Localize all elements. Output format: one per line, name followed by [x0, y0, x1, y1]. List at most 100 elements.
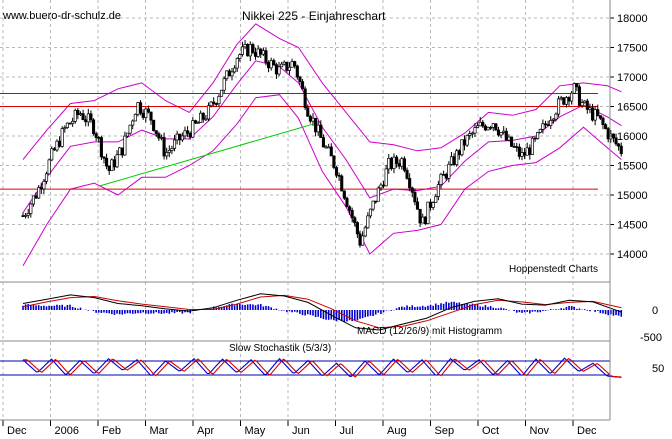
candle-body [614, 137, 618, 145]
candle-body [193, 120, 197, 124]
candle-body [269, 60, 273, 69]
candle-body [345, 197, 349, 208]
candle-body [295, 65, 299, 78]
candle-body [619, 145, 623, 154]
candle-body [557, 98, 561, 115]
candle-body [324, 146, 328, 149]
candle-body [499, 132, 503, 136]
candle-body [478, 121, 482, 127]
candle-body [186, 130, 190, 134]
y-tick-label: 16000 [617, 131, 648, 143]
candle-body [308, 115, 312, 122]
candle-body [494, 123, 498, 131]
candle-body [381, 184, 386, 187]
candle-body [606, 128, 610, 140]
candle-body [559, 97, 563, 100]
candle-body [583, 100, 587, 103]
candle-body [68, 122, 72, 125]
candle-body [442, 173, 446, 176]
y-tick-label: 18000 [617, 13, 648, 25]
candle-body [334, 167, 339, 176]
candle-body [496, 129, 501, 136]
candle-body [588, 107, 592, 110]
candle-body [233, 67, 237, 73]
candle-body [188, 132, 192, 138]
candle-body [421, 216, 425, 224]
candle-body [115, 154, 119, 168]
candle-body [91, 119, 96, 135]
macd-line [22, 293, 622, 331]
candle-body [31, 195, 36, 205]
candle-body [423, 216, 427, 224]
candle-body [570, 92, 574, 102]
y-tick-label: 15000 [617, 190, 648, 202]
candle-body [431, 202, 435, 208]
candle-body [449, 156, 454, 165]
candle-body [238, 54, 242, 59]
candle-body [400, 158, 404, 167]
candle-body [350, 210, 354, 219]
candle-body [267, 62, 271, 69]
candle-body [520, 152, 524, 157]
candle-body [596, 109, 600, 116]
candle-body [97, 137, 101, 139]
candle-body [65, 122, 69, 128]
candle-body [63, 127, 67, 129]
candle-body [290, 61, 294, 68]
candle-body [543, 123, 548, 126]
candle-body [86, 113, 90, 123]
candle-body [460, 139, 464, 156]
candle-body [58, 140, 62, 147]
candle-body [426, 201, 430, 224]
candle-body [110, 159, 114, 172]
candle-body [562, 97, 566, 105]
candle-body [551, 118, 555, 121]
candle-body [261, 50, 265, 55]
candle-body [314, 117, 318, 133]
candle-body [306, 107, 310, 117]
candle-body [81, 113, 85, 120]
candle-body [408, 178, 412, 189]
candle-body [530, 137, 534, 155]
candle-body [353, 217, 357, 223]
candle-body [204, 118, 208, 121]
candle-body [84, 119, 88, 123]
candle-body [78, 113, 83, 116]
x-tick-label: Feb [102, 425, 121, 437]
axis-labels: 14000 14500 15000 15500 16000 16500 17000 17500… [2, 13, 664, 437]
candle-body [196, 122, 200, 124]
candle-body [319, 124, 323, 138]
candle-body [29, 203, 33, 214]
candle-body [73, 109, 77, 122]
candle-body [149, 111, 153, 121]
candle-body [303, 88, 307, 109]
candle-body [504, 130, 508, 141]
candle-body [575, 83, 579, 88]
candle-body [259, 48, 263, 55]
candle-body [128, 124, 132, 134]
macd-tick-label: -500 [640, 332, 662, 344]
x-tick-label: Dec [7, 425, 27, 437]
candle-body [175, 133, 179, 141]
candle-body [491, 123, 495, 128]
x-tick-label: Aug [387, 425, 407, 437]
candle-body [123, 135, 127, 156]
candle-body [89, 113, 93, 121]
candle-body [337, 174, 341, 177]
candle-body [489, 127, 493, 129]
candle-body [436, 184, 440, 197]
x-tick-label: Dec [577, 425, 597, 437]
candle-body [178, 133, 182, 141]
candle-body [264, 50, 268, 63]
chart-title: Nikkei 225 - Einjahreschart [242, 9, 386, 23]
candle-body [206, 105, 211, 120]
candle-body [60, 128, 64, 147]
candle-body [230, 71, 234, 77]
y-tick-label: 17000 [617, 72, 648, 84]
candle-body [447, 163, 451, 179]
candle-body [374, 200, 378, 203]
candle-body [538, 128, 542, 133]
candle-body [355, 222, 359, 235]
candle-body [410, 187, 414, 193]
candle-body [577, 86, 582, 106]
